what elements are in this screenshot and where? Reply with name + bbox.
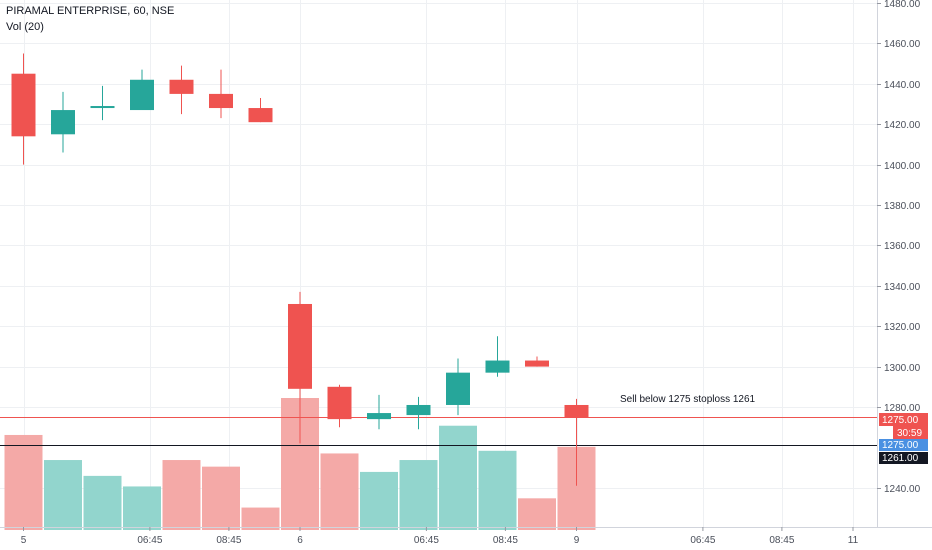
time-tick-label: 9: [574, 535, 580, 546]
candle-body: [11, 73, 36, 137]
candle: [327, 384, 352, 428]
candle-body: [248, 108, 273, 123]
price-tick-label: 1360.00: [884, 241, 921, 252]
candlesticks: [11, 53, 589, 486]
candle: [209, 69, 233, 119]
candle: [564, 398, 589, 486]
price-tick-label: 1320.00: [884, 322, 921, 333]
candle-body: [327, 386, 352, 420]
price-axis[interactable]: 1480.00 1460.00 1440.00 1420.00 1400.00 1380.…: [877, 0, 921, 495]
volume-bars: [4, 398, 596, 530]
volume-bar: [360, 471, 398, 530]
price-tick-label: 1480.00: [884, 0, 921, 10]
candle: [485, 336, 510, 377]
candle: [130, 69, 154, 111]
price-tick-label: 1420.00: [884, 120, 921, 131]
volume-bar: [518, 498, 556, 530]
level-tag: [879, 439, 928, 451]
volume-bar: [123, 486, 161, 530]
candle: [525, 356, 549, 367]
time-tick-label: 5: [21, 535, 27, 546]
candle-body: [367, 413, 391, 420]
price-tags: 1275.00 30:59 1275.00 1261.00: [879, 413, 928, 464]
volume-bar: [83, 475, 122, 530]
time-tick-label: 11: [848, 535, 859, 546]
time-tick-label: 08:45: [769, 535, 794, 546]
volume-bar: [44, 460, 82, 530]
last-price-tag: [879, 413, 928, 426]
price-tick-label: 1300.00: [884, 363, 921, 374]
candle-body: [90, 106, 115, 109]
volume-bar: [202, 466, 240, 530]
candle: [248, 97, 273, 123]
countdown-label: 30:59: [897, 428, 922, 439]
time-tick-label: 08:45: [216, 535, 241, 546]
chart-annotation: Sell below 1275 stoploss 1261: [620, 394, 756, 405]
price-tick-label: 1380.00: [884, 201, 921, 212]
candle: [406, 396, 431, 430]
volume-bar: [399, 460, 438, 530]
candle: [446, 358, 470, 416]
time-tick-label: 06:45: [690, 535, 715, 546]
candle: [11, 53, 36, 165]
time-tick-label: 06:45: [137, 535, 162, 546]
volume-bar: [162, 460, 201, 530]
candle-body: [209, 93, 233, 109]
price-tick-label: 1280.00: [884, 403, 921, 414]
stoploss-tag: [879, 452, 928, 464]
chart-title: PIRAMAL ENTERPRISE, 60, NSE: [6, 5, 175, 17]
price-tick-label: 1460.00: [884, 39, 921, 50]
time-tick-label: 06:45: [414, 535, 439, 546]
candle-body: [169, 79, 194, 94]
candle: [288, 291, 312, 444]
grid: [0, 0, 877, 527]
time-tick-label: 08:45: [493, 535, 518, 546]
price-tick-label: 1340.00: [884, 282, 921, 293]
price-tick-label: 1440.00: [884, 80, 921, 91]
candle: [169, 65, 194, 115]
candle-body: [525, 360, 549, 367]
volume-indicator-label[interactable]: Vol (20): [6, 21, 44, 33]
candle-body: [485, 360, 510, 373]
candle: [51, 91, 75, 153]
volume-bar: [478, 450, 517, 530]
price-tick-label: 1400.00: [884, 161, 921, 172]
time-axis[interactable]: 5 06:45 08:45 6 06:45 08:45 9 06:45 08:45 11: [21, 527, 859, 546]
level-label: 1275.00: [882, 440, 919, 451]
candle-body: [288, 303, 312, 389]
candle-body: [51, 110, 75, 135]
horizontal-lines[interactable]: [0, 417, 877, 446]
countdown-tag: [893, 426, 928, 439]
stoploss-label: 1261.00: [882, 453, 919, 464]
last-price-label: 1275.00: [882, 415, 919, 426]
candle-body: [446, 372, 470, 405]
candle: [90, 85, 115, 121]
volume-bar: [439, 425, 477, 530]
volume-bar: [4, 434, 43, 530]
candle: [367, 394, 391, 430]
candle-body: [130, 79, 154, 111]
candle-body: [406, 404, 431, 416]
volume-bar: [241, 507, 280, 530]
price-tick-label: 1240.00: [884, 484, 921, 495]
candle-body: [564, 404, 589, 418]
volume-bar: [320, 453, 359, 530]
time-tick-label: 6: [297, 535, 303, 546]
